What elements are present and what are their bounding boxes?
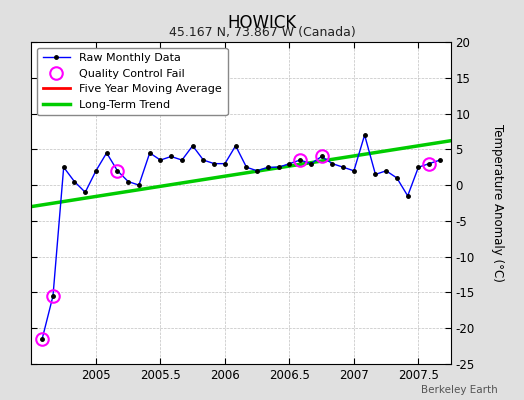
Quality Control Fail: [39, 336, 45, 341]
Raw Monthly Data: [340, 165, 346, 170]
Raw Monthly Data: [254, 168, 260, 173]
Raw Monthly Data: [383, 168, 389, 173]
Raw Monthly Data: [168, 154, 174, 159]
Raw Monthly Data: [276, 165, 282, 170]
Line: Quality Control Fail: Quality Control Fail: [36, 150, 435, 345]
Raw Monthly Data: [243, 165, 249, 170]
Raw Monthly Data: [104, 150, 110, 155]
Raw Monthly Data: [394, 176, 400, 180]
Text: 45.167 N, 73.867 W (Canada): 45.167 N, 73.867 W (Canada): [169, 26, 355, 39]
Raw Monthly Data: [329, 161, 335, 166]
Raw Monthly Data: [93, 168, 99, 173]
Raw Monthly Data: [114, 168, 121, 173]
Raw Monthly Data: [372, 172, 378, 177]
Quality Control Fail: [319, 154, 325, 159]
Raw Monthly Data: [351, 168, 357, 173]
Quality Control Fail: [297, 158, 303, 162]
Line: Raw Monthly Data: Raw Monthly Data: [39, 132, 443, 342]
Legend: Raw Monthly Data, Quality Control Fail, Five Year Moving Average, Long-Term Tren: Raw Monthly Data, Quality Control Fail, …: [37, 48, 227, 115]
Raw Monthly Data: [362, 133, 368, 138]
Raw Monthly Data: [415, 165, 421, 170]
Raw Monthly Data: [147, 150, 153, 155]
Raw Monthly Data: [286, 161, 292, 166]
Raw Monthly Data: [179, 158, 185, 162]
Raw Monthly Data: [426, 161, 432, 166]
Raw Monthly Data: [222, 161, 228, 166]
Quality Control Fail: [50, 294, 56, 298]
Raw Monthly Data: [437, 158, 443, 162]
Raw Monthly Data: [50, 294, 56, 298]
Text: Berkeley Earth: Berkeley Earth: [421, 385, 498, 395]
Raw Monthly Data: [233, 143, 239, 148]
Raw Monthly Data: [319, 154, 325, 159]
Raw Monthly Data: [136, 183, 142, 188]
Y-axis label: Temperature Anomaly (°C): Temperature Anomaly (°C): [492, 124, 505, 282]
Text: HOWICK: HOWICK: [227, 14, 297, 32]
Raw Monthly Data: [405, 194, 411, 198]
Raw Monthly Data: [61, 165, 67, 170]
Raw Monthly Data: [190, 143, 196, 148]
Raw Monthly Data: [200, 158, 206, 162]
Raw Monthly Data: [157, 158, 163, 162]
Quality Control Fail: [114, 168, 121, 173]
Raw Monthly Data: [39, 336, 45, 341]
Raw Monthly Data: [82, 190, 89, 195]
Raw Monthly Data: [297, 158, 303, 162]
Raw Monthly Data: [265, 165, 271, 170]
Raw Monthly Data: [71, 179, 78, 184]
Raw Monthly Data: [211, 161, 217, 166]
Raw Monthly Data: [308, 161, 314, 166]
Quality Control Fail: [426, 161, 432, 166]
Raw Monthly Data: [125, 179, 132, 184]
